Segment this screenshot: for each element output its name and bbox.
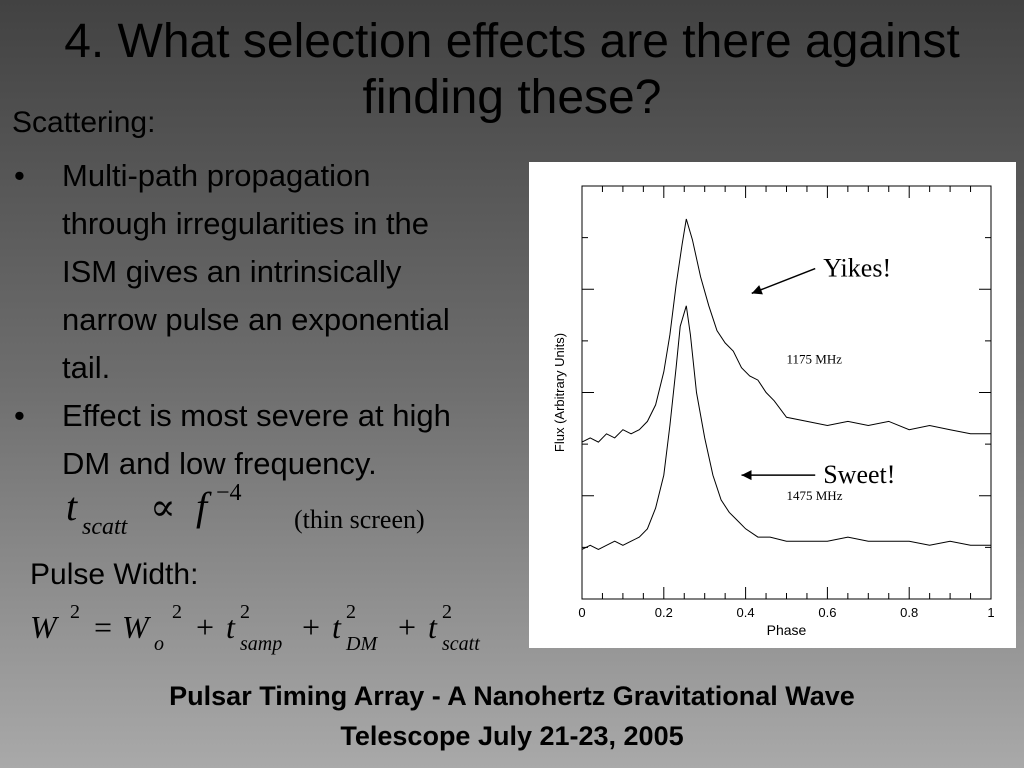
- eq-t-scatt-sup: 2: [442, 602, 452, 623]
- plot-frame: [581, 185, 992, 600]
- x-tick-label: 1: [987, 605, 994, 620]
- annotation-yikes: Yikes!: [823, 254, 891, 283]
- eq-proportional-symbol: ∝: [150, 487, 176, 529]
- eq-w0: W: [122, 609, 152, 645]
- x-tick-label: 0: [578, 605, 585, 620]
- bullet-dot: •: [14, 158, 25, 193]
- eq-plus: +: [398, 609, 416, 645]
- eq-t-samp-sup: 2: [240, 602, 250, 623]
- bullet-item: • Effect is most severe at high DM and l…: [14, 392, 524, 482]
- scattering-label: Scattering:: [12, 106, 156, 139]
- x-tick-label: 0.2: [655, 605, 673, 620]
- pulse-width-label: Pulse Width:: [30, 558, 199, 591]
- eq-t-sub: scatt: [82, 514, 129, 540]
- bullet-dot: •: [14, 398, 25, 433]
- eq-w-sup: 2: [70, 602, 80, 623]
- eq-plus: +: [302, 609, 320, 645]
- bullet-list: • Multi-path propagation through irregul…: [14, 152, 524, 482]
- eq-f-sup: −4: [216, 484, 242, 506]
- bullet-text: Multi-path propagation through irregular…: [62, 158, 450, 385]
- eq-note: (thin screen): [294, 505, 425, 534]
- y-axis-label: Flux (Arbitrary Units): [552, 333, 567, 452]
- x-tick-label: 0.8: [900, 605, 918, 620]
- eq-t-samp-sub: samp: [240, 633, 282, 655]
- bullet-text: Effect is most severe at high DM and low…: [62, 398, 451, 481]
- eq-w0-sub: o: [154, 633, 164, 655]
- eq-t-dm-sup: 2: [346, 602, 356, 623]
- eq-t-dm: t: [332, 609, 342, 645]
- x-axis-label: Phase: [767, 622, 807, 638]
- x-tick-label: 0.6: [818, 605, 836, 620]
- series-label: 1175 MHz: [787, 352, 843, 367]
- scatter-time-equation: t scatt ∝ f −4 (thin screen): [66, 484, 425, 540]
- series-label: 1475 MHz: [787, 488, 843, 503]
- eq-t-samp: t: [226, 609, 236, 645]
- pulse-profile-figure: 0 0.2 0.4 0.6 0.8 1 Phase Flux (Arbitrary Units…: [529, 162, 1016, 648]
- eq-t-scatt-sub: scatt: [442, 633, 480, 655]
- x-tick-label: 0.4: [737, 605, 755, 620]
- eq-t: t: [66, 484, 78, 529]
- series-line-1475mhz: [581, 305, 991, 550]
- annotation-arrow-head: [751, 285, 763, 295]
- slide-title: 4. What selection effects are there agai…: [64, 15, 960, 124]
- annotation-sweet: Sweet!: [823, 460, 895, 489]
- eq-w0-sup: 2: [172, 602, 182, 623]
- annotation-arrow-head: [741, 470, 752, 481]
- bullet-item: • Multi-path propagation through irregul…: [14, 152, 524, 392]
- eq-w: W: [30, 609, 60, 645]
- eq-t-dm-sub: DM: [345, 633, 378, 655]
- eq-equals: =: [94, 609, 112, 645]
- series-line-1175mhz: [581, 218, 991, 443]
- footer-text: Pulsar Timing Array - A Nanohertz Gravit…: [169, 681, 855, 751]
- pulse-width-equation: W 2 = W o 2 + t 2 samp + t 2 DM + t 2 sc…: [30, 602, 480, 655]
- annotation-arrow-line: [751, 267, 816, 295]
- eq-plus: +: [196, 609, 214, 645]
- eq-f: f: [196, 484, 212, 529]
- pulse-profile-chart: 0 0.2 0.4 0.6 0.8 1 Phase Flux (Arbitrary Units…: [552, 185, 995, 638]
- eq-t-scatt: t: [428, 609, 438, 645]
